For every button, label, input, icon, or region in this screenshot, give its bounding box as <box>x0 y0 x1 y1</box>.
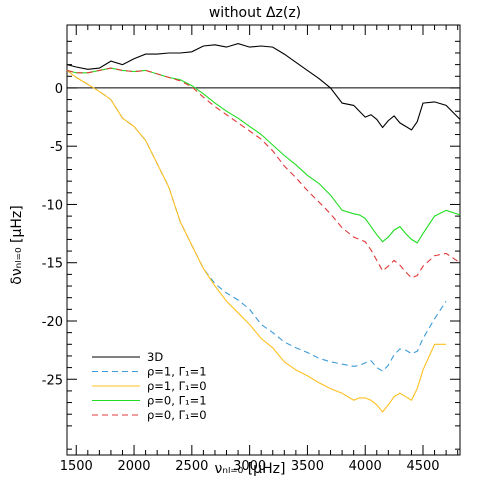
y-tick-label: -25 <box>42 373 63 388</box>
y-tick-label: -20 <box>42 315 63 330</box>
x-tick-label: 3000 <box>233 459 266 474</box>
y-tick-label: -10 <box>42 198 63 213</box>
series-lines <box>66 43 461 413</box>
legend: 3Dρ=1, Γ₁=1ρ=1, Γ₁=0ρ=0, Γ₁=1ρ=0, Γ₁=0 <box>92 350 207 422</box>
series-line-3 <box>66 69 447 413</box>
legend-label-4: ρ=0, Γ₁=1 <box>147 394 207 408</box>
series-line-2 <box>66 69 447 372</box>
x-tick-label: 4500 <box>406 459 439 474</box>
plot-area <box>66 24 461 456</box>
x-tick-label: 1500 <box>60 459 93 474</box>
x-tick-label: 4000 <box>349 459 382 474</box>
legend-label-1: 3D <box>147 350 163 364</box>
y-tick-label: -15 <box>42 257 63 272</box>
axis-ticks: 1500 2000 2500 3000 3500 4000 4500 0 -5 -10 -15 -20… <box>42 25 460 474</box>
legend-label-2: ρ=1, Γ₁=1 <box>147 365 207 379</box>
x-tick-label: 2500 <box>175 459 208 474</box>
series-line-5 <box>66 67 461 279</box>
x-axis-label: νₙₗ₌₀ [μHz] <box>215 461 286 477</box>
x-tick-label: 2000 <box>117 459 150 474</box>
plot-frame <box>66 24 461 456</box>
legend-label-5: ρ=0, Γ₁=0 <box>147 408 207 422</box>
y-axis-label: δνₙₗ₌₀ [μHz] <box>9 205 25 284</box>
x-tick-label: 3500 <box>291 459 324 474</box>
series-line-1 <box>66 43 461 131</box>
series-line-4 <box>66 67 461 244</box>
legend-label-3: ρ=1, Γ₁=0 <box>147 379 207 393</box>
chart-title: without Δz(z) <box>209 5 301 21</box>
y-tick-label: -5 <box>50 140 63 155</box>
y-tick-label: 0 <box>55 82 63 97</box>
